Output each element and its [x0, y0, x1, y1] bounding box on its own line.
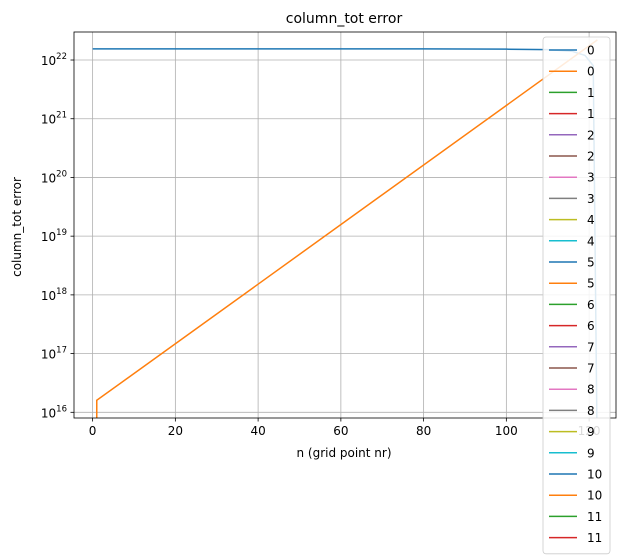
y-tick-label: 1019 — [41, 228, 67, 244]
series-layer — [92, 39, 598, 418]
legend-label: 9 — [587, 425, 595, 439]
chart-title: column_tot error — [286, 11, 403, 27]
x-axis-label: n (grid point nr) — [296, 446, 391, 460]
x-tick-label: 60 — [333, 424, 348, 438]
legend-label: 10 — [587, 468, 602, 482]
legend-label: 6 — [587, 319, 595, 333]
y-axis: 1016 1017 1018 1019 1020 1021 1022 — [41, 52, 74, 420]
legend-label: 1 — [587, 86, 595, 100]
legend-label: 5 — [587, 256, 595, 270]
x-tick-label: 20 — [168, 424, 183, 438]
series-line-1 — [96, 39, 598, 418]
x-tick-label: 40 — [250, 424, 265, 438]
legend-label: 11 — [587, 510, 602, 524]
y-tick-label: 1018 — [41, 287, 67, 303]
x-tick-label: 100 — [495, 424, 518, 438]
legend-label: 4 — [587, 234, 595, 248]
legend-label: 6 — [587, 298, 595, 312]
y-axis-label: column_tot error — [10, 177, 24, 277]
y-tick-label: 1020 — [41, 169, 67, 185]
legend-box — [542, 36, 611, 555]
legend-label: 7 — [587, 362, 595, 376]
legend-label: 0 — [587, 65, 595, 79]
y-tick-label: 1022 — [41, 52, 67, 68]
legend-label: 7 — [587, 340, 595, 354]
y-tick-label: 1016 — [41, 404, 67, 420]
legend-label: 1 — [587, 107, 595, 121]
legend-label: 4 — [587, 213, 595, 227]
grid — [74, 32, 616, 418]
legend-label: 9 — [587, 446, 595, 460]
legend-label: 0 — [587, 44, 595, 58]
series-line-0 — [92, 48, 598, 418]
y-tick-label: 1021 — [41, 111, 67, 127]
x-tick-label: 80 — [416, 424, 431, 438]
x-axis: 020406080100120 — [89, 418, 601, 438]
legend-label: 8 — [587, 404, 595, 418]
legend-label: 5 — [587, 277, 595, 291]
plot-frame — [73, 31, 617, 419]
y-tick-label: 1017 — [41, 346, 67, 362]
legend-label: 2 — [587, 128, 595, 142]
legend-label: 3 — [587, 192, 595, 206]
legend-label: 2 — [587, 150, 595, 164]
legend-label: 3 — [587, 171, 595, 185]
legend-label: 8 — [587, 383, 595, 397]
x-tick-label: 0 — [89, 424, 97, 438]
legend-label: 10 — [587, 489, 602, 503]
legend-label: 11 — [587, 531, 602, 545]
